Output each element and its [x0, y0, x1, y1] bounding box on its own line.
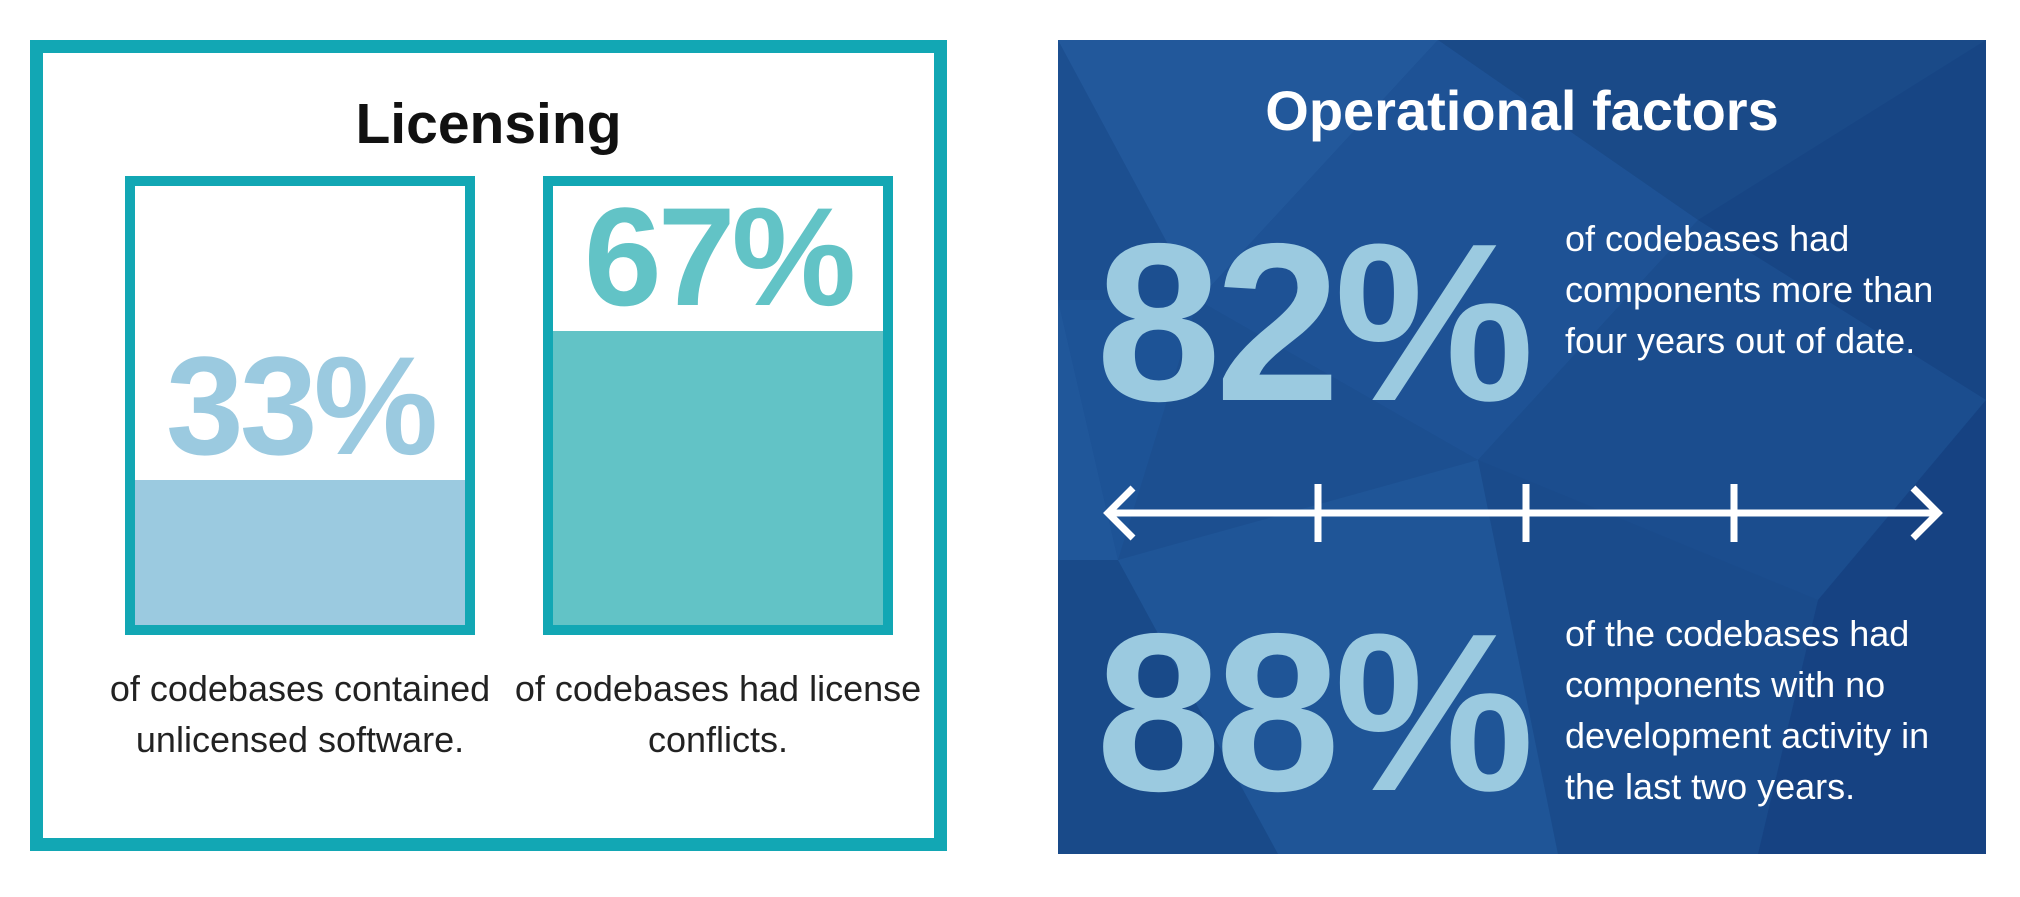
licensing-title: Licensing — [355, 92, 622, 156]
outdated-components-percentage: 82% — [1096, 196, 1534, 448]
double-arrow-ruler-icon — [1103, 484, 1943, 542]
license-conflicts-caption: of codebases had license conflicts. — [514, 668, 922, 760]
inactive-components-description: of the codebases had components with no … — [1565, 613, 1930, 807]
operational-factors-title: Operational factors — [1265, 79, 1779, 142]
unlicensed-software-caption: of codebases contained unlicensed softwa… — [109, 668, 491, 760]
license-conflicts-meter: 67% — [543, 176, 893, 635]
license-conflicts-fill — [553, 330, 883, 625]
outdated-components-description: of codebases had components more than fo… — [1565, 218, 1934, 361]
license-conflicts-percentage: 67% — [583, 177, 856, 335]
polygon-background — [1058, 40, 1986, 854]
licensing-panel: Licensing 33% 67% of codebases contained… — [30, 40, 947, 851]
unlicensed-software-meter: 33% — [125, 176, 475, 635]
inactive-components-percentage: 88% — [1096, 586, 1534, 838]
unlicensed-software-percentage: 33% — [165, 327, 438, 485]
operational-factors-panel: Operational factors 82% of codebases had… — [1058, 40, 1986, 854]
unlicensed-software-fill — [135, 480, 465, 625]
